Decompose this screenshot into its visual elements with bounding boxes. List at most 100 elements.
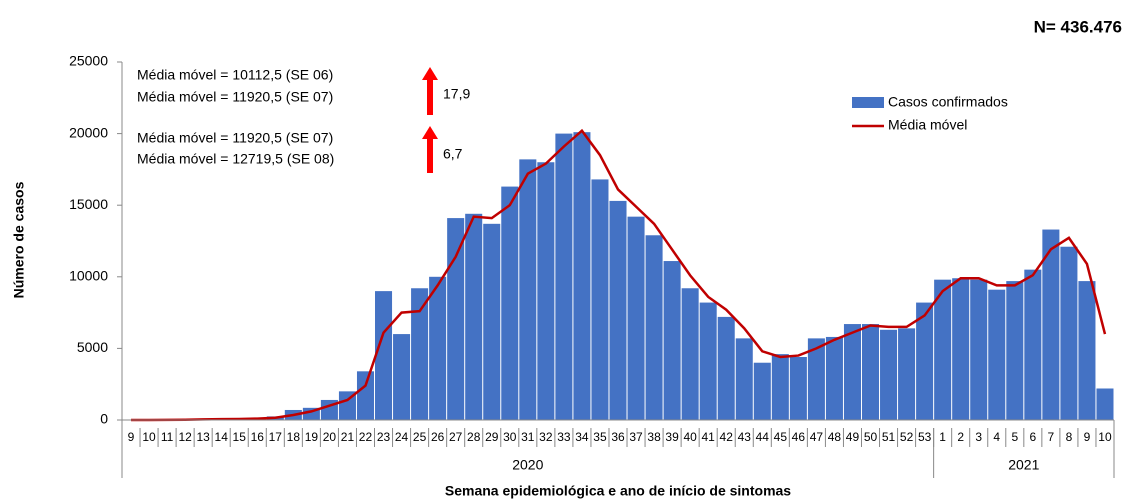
x-tick-label: 6 [1029,430,1036,444]
bar [537,162,555,421]
x-tick-label: 10 [142,430,156,444]
bar [717,316,735,420]
x-tick-label: 20 [323,430,337,444]
bar [1096,388,1114,420]
x-tick-label: 7 [1048,430,1055,444]
x-tick-label: 1 [939,430,946,444]
x-tick-label: 8 [1066,430,1073,444]
x-tick-label: 33 [557,430,571,444]
y-tick-label: 10000 [69,268,108,284]
x-tick-label: 29 [485,430,499,444]
annotation: Média móvel = 12719,5 (SE 08) [137,151,334,167]
x-tick-label: 15 [233,430,247,444]
bar [952,278,970,420]
bar [771,354,789,420]
x-tick-label: 17 [269,430,283,444]
x-tick-label: 37 [629,430,643,444]
annotation: Média móvel = 11920,5 (SE 07) [137,89,333,105]
x-tick-label: 34 [575,430,589,444]
x-tick-label: 18 [287,430,301,444]
bar [934,279,952,420]
bar [1060,246,1078,420]
legend-label: Casos confirmados [888,94,1008,110]
x-tick-label: 51 [882,430,896,444]
bar [393,334,411,420]
x-tick-label: 2 [957,430,964,444]
bar [735,338,753,420]
x-tick-label: 3 [975,430,982,444]
bar [699,302,717,420]
bar [555,133,573,420]
annotation: 6,7 [443,146,463,162]
x-tick-label: 49 [846,430,860,444]
bar [356,371,375,420]
x-tick-label: 12 [178,430,192,444]
x-tick-label: 10 [1098,430,1112,444]
bar [429,276,447,420]
x-tick-label: 19 [305,430,319,444]
bar [591,179,609,420]
annotation: Média móvel = 10112,5 (SE 06) [137,67,333,83]
x-tick-label: 27 [449,430,463,444]
x-tick-label: 31 [521,430,535,444]
bar [970,279,988,420]
bar [988,289,1006,420]
bar [411,288,429,420]
x-tick-label: 45 [774,430,788,444]
bar [843,324,861,420]
bar [681,288,699,420]
x-tick-label: 9 [1084,430,1091,444]
bar [627,216,645,420]
x-tick-label: 24 [395,430,409,444]
bar [573,132,591,420]
legend-label: Média móvel [888,117,967,133]
y-tick-label: 20000 [69,124,108,140]
x-group-label: 2021 [1008,457,1039,473]
total-label: N= 436.476 [1034,17,1122,36]
bar [1078,281,1096,420]
bar [465,213,483,420]
bar [789,356,807,420]
x-tick-label: 25 [413,430,427,444]
x-tick-label: 52 [900,430,914,444]
bar [375,291,393,420]
bar [663,261,681,420]
x-tick-label: 50 [864,430,878,444]
x-tick-label: 46 [792,430,806,444]
annotation: Média móvel = 11920,5 (SE 07) [137,130,333,146]
x-tick-label: 43 [738,430,752,444]
bar [861,324,880,420]
x-tick-label: 35 [593,430,607,444]
bar [825,336,843,420]
bar [501,186,519,420]
y-axis-title: Número de casos [11,181,27,298]
x-tick-label: 40 [683,430,697,444]
x-tick-label: 48 [828,430,842,444]
bar [916,302,934,420]
bar [483,223,501,420]
x-axis-title: Semana epidemiológica e ano de início de… [445,483,791,499]
x-tick-label: 32 [539,430,553,444]
bar [645,235,663,420]
y-tick-label: 5000 [77,339,108,355]
x-tick-label: 14 [215,430,229,444]
arrow [422,126,438,173]
x-tick-label: 53 [918,430,932,444]
x-tick-label: 5 [1011,430,1018,444]
x-tick-label: 44 [756,430,770,444]
x-tick-label: 36 [611,430,625,444]
y-tick-label: 0 [100,411,108,427]
bar [609,200,627,420]
x-tick-label: 47 [810,430,824,444]
x-tick-label: 39 [665,430,679,444]
arrow [422,67,438,115]
bar [898,328,916,420]
bar [1006,281,1024,420]
x-tick-label: 26 [431,430,445,444]
bar [880,329,898,420]
x-tick-label: 42 [720,430,734,444]
x-tick-label: 9 [128,430,135,444]
x-tick-label: 13 [196,430,210,444]
bar [753,362,771,420]
